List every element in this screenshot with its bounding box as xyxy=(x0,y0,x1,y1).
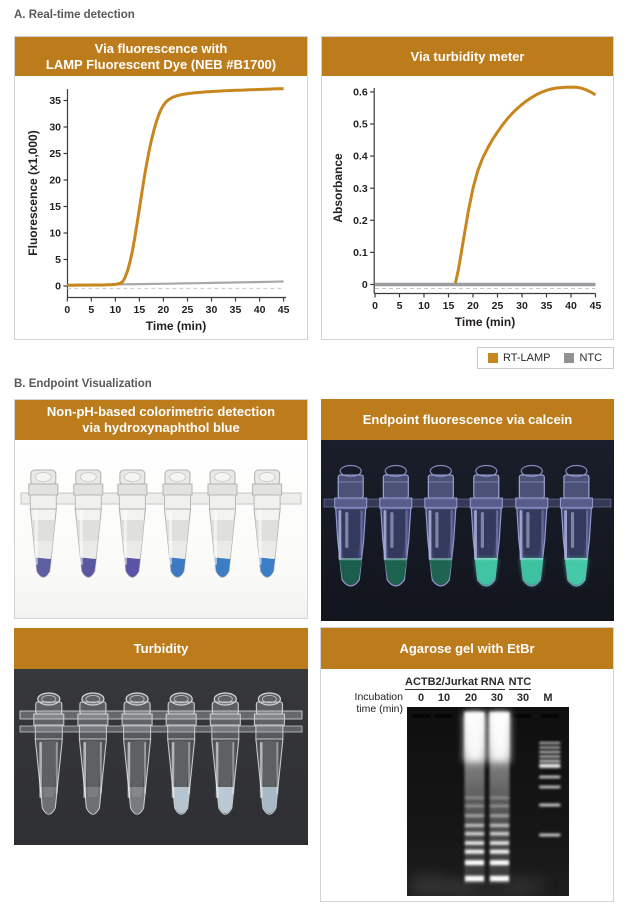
svg-text:40: 40 xyxy=(565,300,577,312)
svg-text:20: 20 xyxy=(467,300,479,312)
svg-text:0: 0 xyxy=(55,281,61,293)
svg-text:25: 25 xyxy=(49,148,61,160)
svg-text:0.3: 0.3 xyxy=(353,183,368,195)
svg-text:20: 20 xyxy=(49,175,61,187)
svg-text:35: 35 xyxy=(230,304,242,316)
svg-text:0: 0 xyxy=(362,279,368,291)
svg-text:15: 15 xyxy=(443,300,455,312)
svg-text:25: 25 xyxy=(492,300,504,312)
svg-text:10: 10 xyxy=(418,300,430,312)
svg-text:Time (min): Time (min) xyxy=(455,315,515,329)
svg-text:5: 5 xyxy=(397,300,403,312)
svg-text:30: 30 xyxy=(49,122,61,134)
svg-text:30: 30 xyxy=(206,304,218,316)
svg-text:Absorbance: Absorbance xyxy=(331,153,345,223)
svg-text:10: 10 xyxy=(49,228,61,240)
svg-text:5: 5 xyxy=(88,304,94,316)
svg-text:0.2: 0.2 xyxy=(353,215,368,227)
svg-text:40: 40 xyxy=(254,304,266,316)
svg-text:0.5: 0.5 xyxy=(353,119,368,131)
svg-text:15: 15 xyxy=(49,201,61,213)
svg-text:25: 25 xyxy=(182,304,194,316)
svg-text:35: 35 xyxy=(49,95,61,107)
svg-text:0.6: 0.6 xyxy=(353,87,368,99)
svg-text:30: 30 xyxy=(516,300,528,312)
svg-text:5: 5 xyxy=(55,254,61,266)
svg-text:45: 45 xyxy=(590,300,602,312)
svg-text:10: 10 xyxy=(110,304,122,316)
svg-text:0.4: 0.4 xyxy=(353,151,368,163)
svg-text:0: 0 xyxy=(64,304,70,316)
svg-text:0: 0 xyxy=(372,300,378,312)
svg-text:Time (min): Time (min) xyxy=(146,319,206,333)
svg-text:Fluorescence (x1,000): Fluorescence (x1,000) xyxy=(26,130,40,255)
svg-text:15: 15 xyxy=(134,304,146,316)
svg-text:20: 20 xyxy=(158,304,170,316)
svg-text:0.1: 0.1 xyxy=(353,247,368,259)
svg-text:45: 45 xyxy=(278,304,290,316)
svg-text:35: 35 xyxy=(541,300,553,312)
